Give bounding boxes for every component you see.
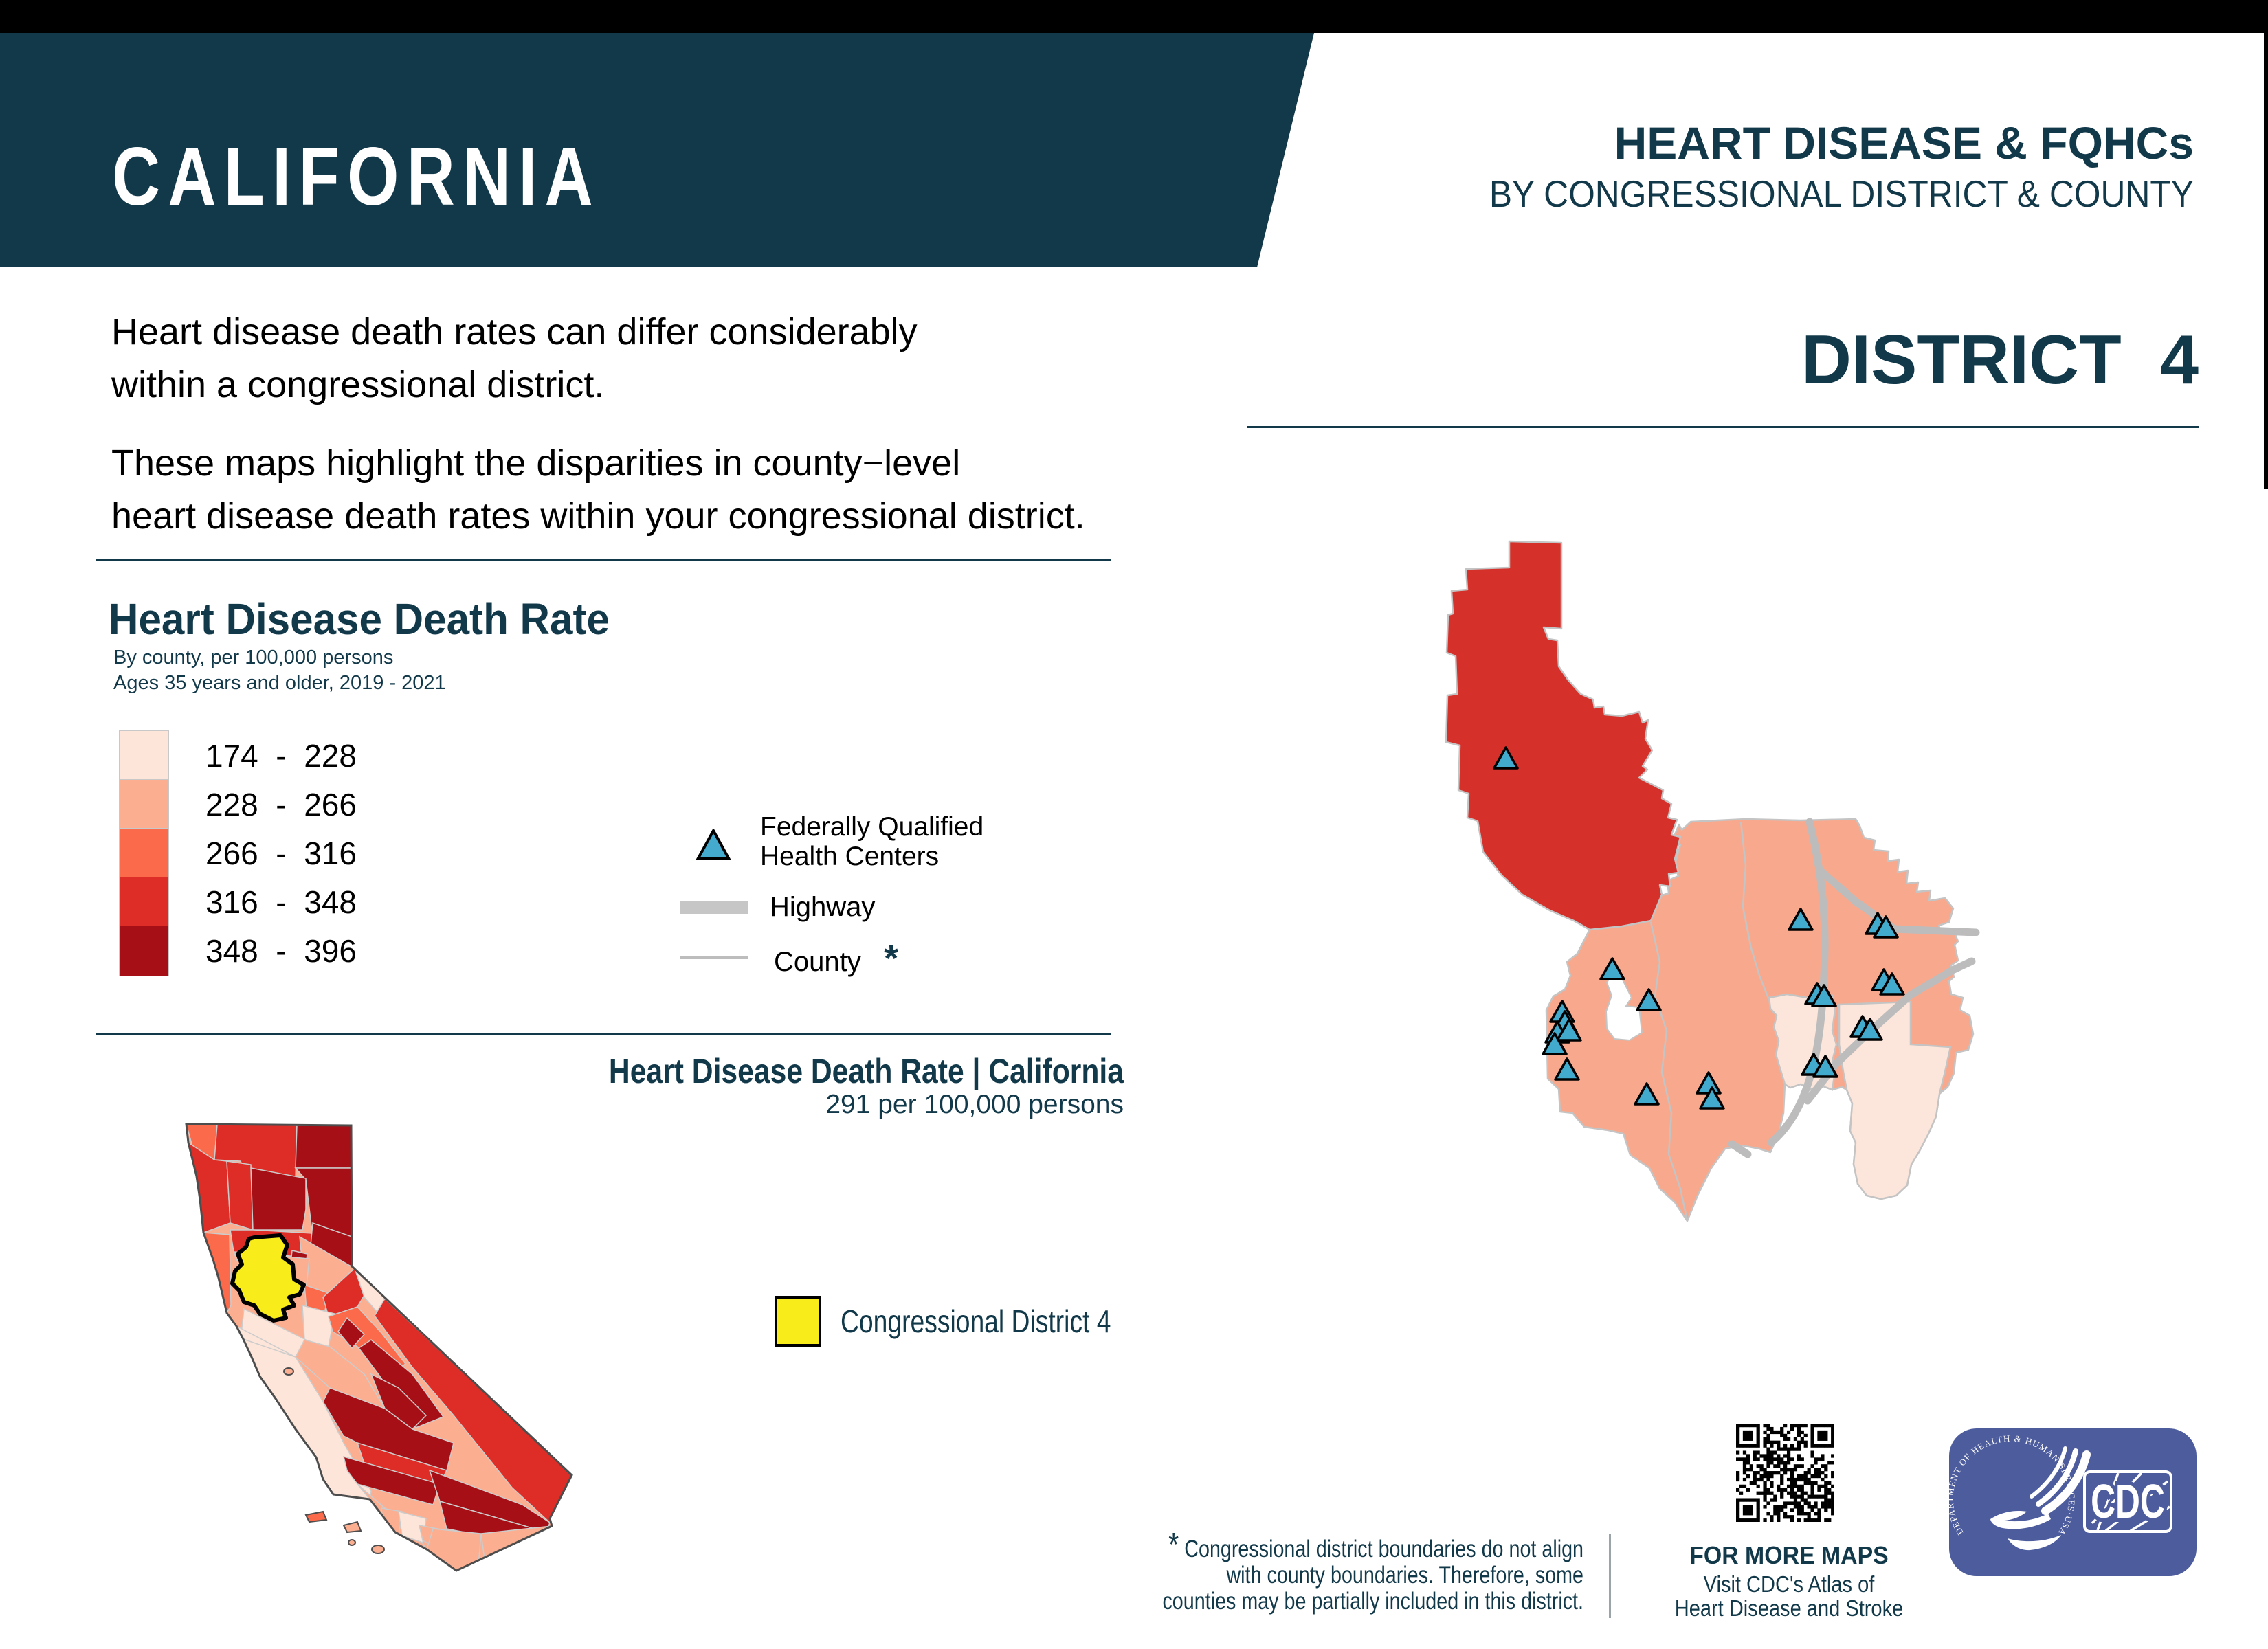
svg-text:CDC: CDC (2091, 1474, 2165, 1528)
